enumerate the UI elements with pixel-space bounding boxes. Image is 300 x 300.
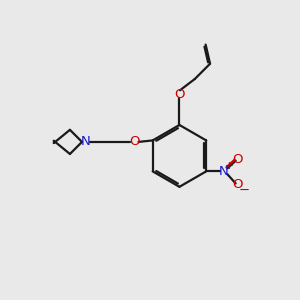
- Text: N: N: [219, 165, 229, 178]
- Text: −: −: [238, 184, 250, 197]
- Text: O: O: [232, 153, 242, 166]
- Text: N: N: [81, 135, 90, 148]
- Text: +: +: [225, 161, 234, 171]
- Text: O: O: [232, 178, 242, 191]
- Text: O: O: [174, 88, 185, 101]
- Text: O: O: [129, 135, 140, 148]
